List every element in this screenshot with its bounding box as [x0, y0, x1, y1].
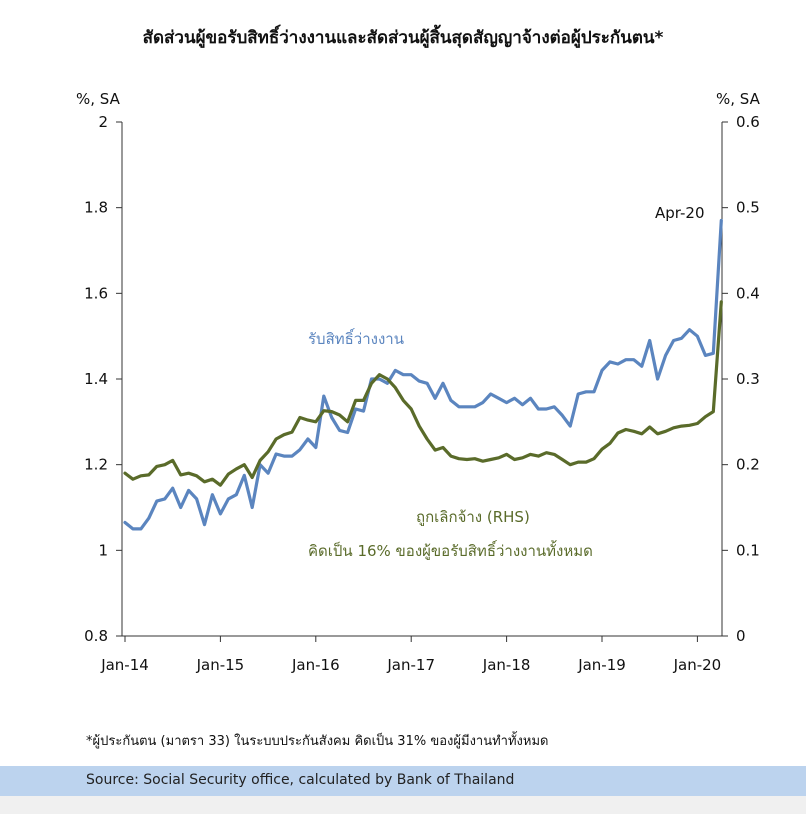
x-tick-label: Jan-14	[100, 656, 149, 674]
x-tick-label: Jan-16	[291, 656, 340, 674]
x-tick-label: Jan-17	[386, 656, 435, 674]
right-tick-label: 0.2	[736, 456, 760, 474]
laidoff-series-note: คิดเป็น 16% ของผู้ขอรับสิทธิ์ว่างงานทั้ง…	[308, 540, 593, 560]
right-tick-label: 0.1	[736, 541, 760, 559]
left-tick-label: 1.6	[84, 284, 108, 302]
chart-title: สัดส่วนผู้ขอรับสิทธิ์ว่างงานและสัดส่วนผู…	[142, 28, 664, 48]
footnote: *ผู้ประกันตน (มาตรา 33) ในระบบประกันสังค…	[86, 734, 549, 749]
laidoff-series-label: ถูกเลิกจ้าง (RHS)	[416, 508, 530, 526]
x-tick-label: Jan-19	[577, 656, 626, 674]
apr20-annotation: Apr-20	[655, 204, 705, 222]
right-tick-label: 0.5	[736, 199, 760, 217]
left-tick-label: 1	[98, 541, 108, 559]
left-tick-label: 2	[98, 113, 108, 131]
series-lines	[123, 218, 723, 531]
right-tick-label: 0.4	[736, 284, 760, 302]
bottom-strip	[0, 796, 806, 814]
claims-series-line	[123, 218, 723, 531]
source-text: Source: Social Security office, calculat…	[86, 772, 515, 788]
left-tick-label: 0.8	[84, 627, 108, 645]
right-axis-ticks: 0 0.1 0.2 0.3 0.4 0.5 0.6	[722, 113, 760, 645]
x-tick-label: Jan-20	[673, 656, 722, 674]
x-axis-ticks: Jan-14 Jan-15 Jan-16 Jan-17 Jan-18 Jan-19 Jan-…	[100, 636, 721, 674]
left-tick-label: 1.2	[84, 456, 108, 474]
source-bar: Source: Social Security office, calculat…	[0, 766, 806, 796]
right-axis-unit: %, SA	[716, 90, 761, 108]
laidoff-series-line	[123, 300, 723, 487]
right-tick-label: 0.3	[736, 370, 760, 388]
left-tick-label: 1.4	[84, 370, 108, 388]
x-tick-label: Jan-18	[482, 656, 531, 674]
x-tick-label: Jan-15	[196, 656, 245, 674]
right-tick-label: 0	[736, 627, 746, 645]
left-axis-ticks: 0.8 1 1.2 1.4 1.6 1.8 2	[84, 113, 122, 645]
left-axis-unit: %, SA	[76, 90, 121, 108]
right-tick-label: 0.6	[736, 113, 760, 131]
claims-series-label: รับสิทธิ์ว่างงาน	[308, 328, 404, 348]
left-tick-label: 1.8	[84, 199, 108, 217]
